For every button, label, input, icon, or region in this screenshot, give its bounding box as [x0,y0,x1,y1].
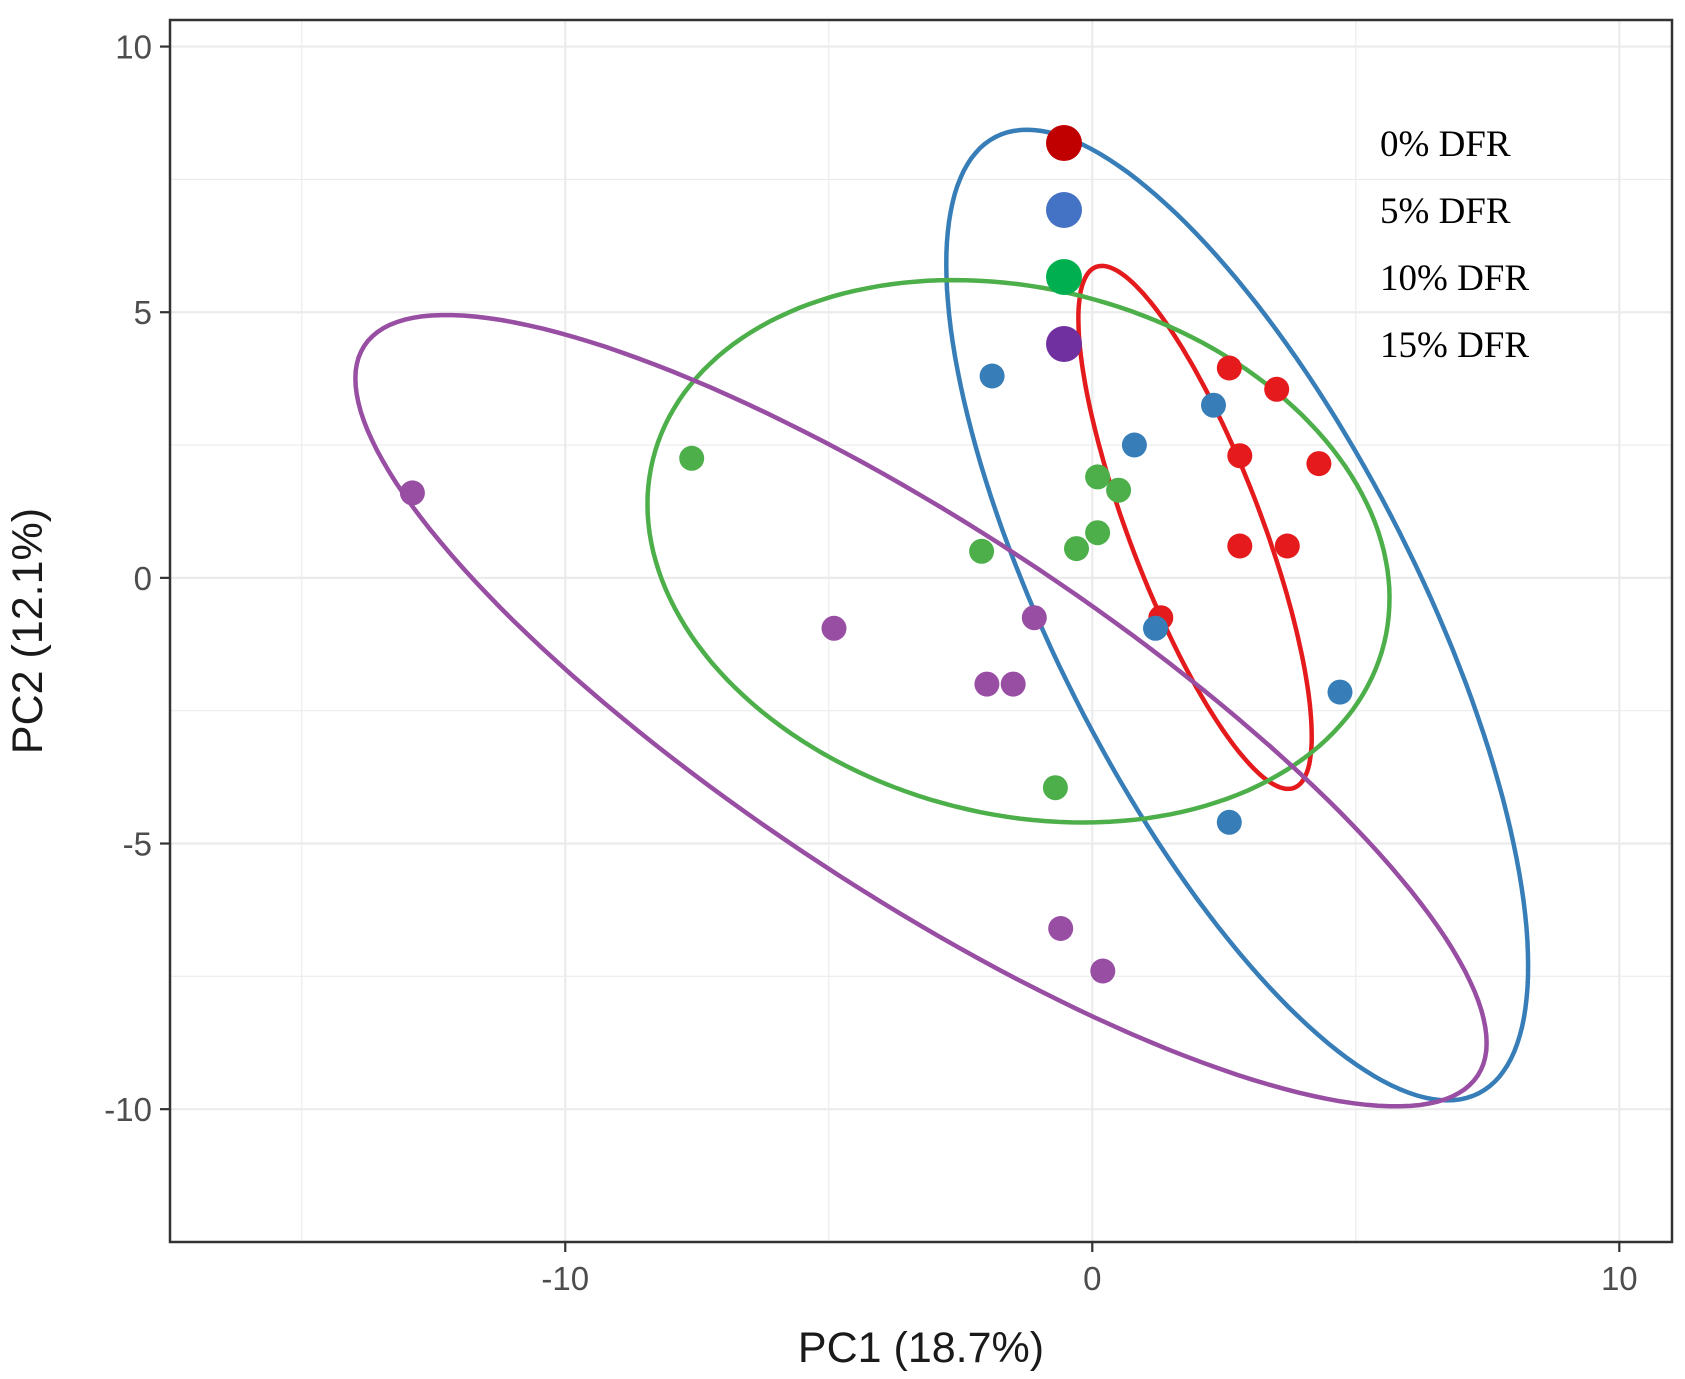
legend-key-0-dfr [1046,125,1082,161]
point-5-dfr [1216,809,1242,835]
legend: 0% DFR 5% DFR 10% DFR 15% DFR [1046,124,1529,366]
ellipse-15-dfr [353,312,1489,1109]
x-axis-title: PC1 (18.7%) [798,1324,1044,1372]
y-tick-label: 0 [134,560,152,597]
point-15-dfr [1021,605,1047,631]
y-axis-title: PC2 (12.1%) [4,508,52,754]
point-0-dfr [1216,355,1242,381]
ellipse-10-dfr [645,277,1392,825]
y-tick-label: 5 [134,294,152,331]
point-5-dfr [1143,615,1168,641]
point-15-dfr [974,671,1000,697]
point-0-dfr [1227,533,1253,559]
point-0-dfr [1264,376,1290,402]
legend-key-5-dfr [1046,192,1082,228]
ellipse-5-dfr [944,127,1531,1103]
legend-label-0-dfr: 0% DFR [1380,124,1511,165]
point-10-dfr [1085,464,1111,490]
point-10-dfr [1106,477,1132,503]
point-15-dfr [821,615,847,641]
point-5-dfr [1201,392,1226,418]
legend-key-10-dfr [1046,259,1082,295]
point-15-dfr [1048,916,1074,941]
point-0-dfr [1227,443,1253,469]
x-tick-label: 10 [1601,1260,1638,1297]
point-5-dfr [1121,432,1147,458]
legend-label-10-dfr: 10% DFR [1380,258,1529,299]
x-tick-label: 0 [1083,1260,1101,1297]
point-0-dfr [1274,533,1300,559]
legend-label-15-dfr: 15% DFR [1380,325,1529,366]
point-10-dfr [1085,520,1111,546]
point-10-dfr [679,445,705,471]
legend-label-5-dfr: 5% DFR [1380,191,1511,232]
point-5-dfr [1327,679,1353,705]
y-tick-label: -10 [104,1091,152,1128]
point-15-dfr [1090,958,1116,984]
data-points [399,355,1353,984]
point-10-dfr [1064,536,1089,562]
grid-lines [170,20,1672,1243]
y-tick-label: -5 [123,826,152,863]
point-5-dfr [979,363,1005,389]
x-tick-label: -10 [541,1260,589,1297]
point-15-dfr [399,480,425,506]
y-tick-label: 10 [115,29,152,66]
plot-panel-border [168,18,1674,1244]
axis-ticks: -10 0 10 10 5 0 -5 -10 [104,29,1637,1297]
legend-key-15-dfr [1046,326,1082,362]
point-0-dfr [1306,451,1332,477]
point-10-dfr [1042,775,1068,801]
confidence-ellipses [353,127,1531,1109]
point-15-dfr [1000,671,1026,697]
point-10-dfr [969,538,995,564]
